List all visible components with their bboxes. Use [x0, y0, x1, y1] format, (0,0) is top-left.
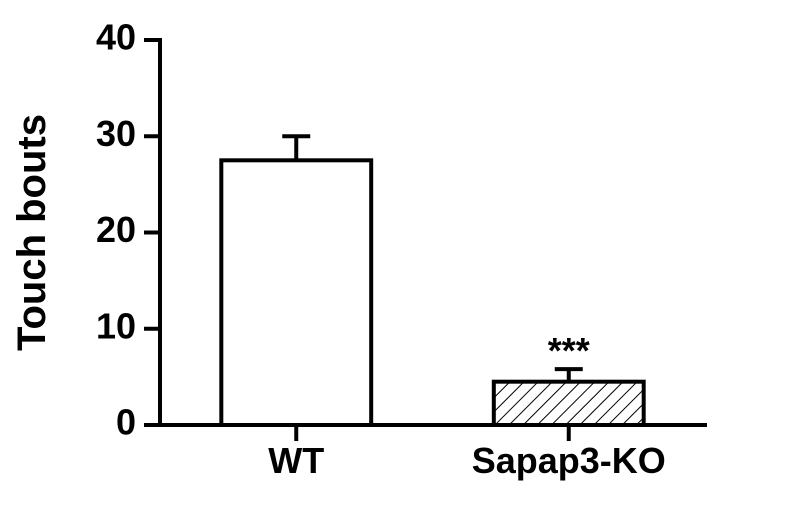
y-tick-label: 0 — [116, 402, 136, 443]
x-tick-label: WT — [268, 440, 324, 481]
y-axis-label: Touch bouts — [10, 114, 54, 351]
bars — [221, 160, 643, 425]
y-tick-label: 30 — [96, 113, 136, 154]
bar — [221, 160, 371, 425]
x-ticks: WT Sapap3-KO — [268, 425, 666, 481]
significance-annotation: *** — [548, 330, 590, 371]
y-tick-label: 40 — [96, 17, 136, 58]
touch-bouts-bar-chart: 0 10 20 30 40 WT Sapap3-KO *** Touch bouts — [0, 0, 802, 531]
y-tick-label: 10 — [96, 305, 136, 346]
annotations: *** — [548, 330, 590, 371]
y-tick-label: 20 — [96, 209, 136, 250]
x-tick-label: Sapap3-KO — [472, 440, 666, 481]
bar — [494, 382, 644, 425]
y-ticks: 0 10 20 30 40 — [96, 17, 160, 443]
